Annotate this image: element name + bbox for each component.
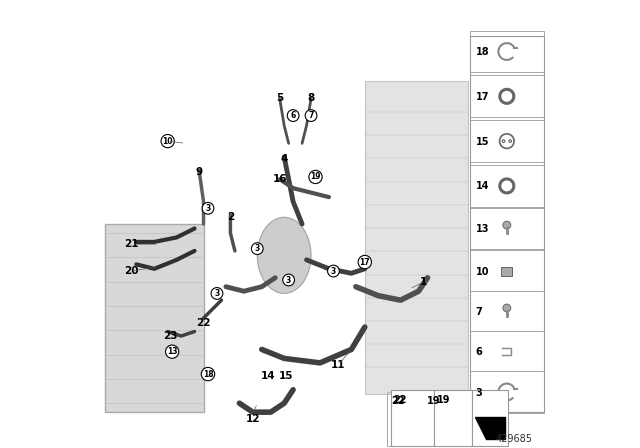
Bar <box>470 76 544 117</box>
Text: 20: 20 <box>125 266 139 276</box>
Text: 5: 5 <box>276 93 284 103</box>
Text: 13: 13 <box>476 224 489 234</box>
Text: 18: 18 <box>203 370 213 379</box>
Text: 7: 7 <box>476 307 482 317</box>
Text: 16: 16 <box>273 174 287 184</box>
Bar <box>472 390 508 446</box>
Text: 8: 8 <box>307 93 315 103</box>
Text: 21: 21 <box>125 239 139 249</box>
Text: 17: 17 <box>360 258 370 267</box>
Text: 13: 13 <box>167 347 177 356</box>
Text: 22: 22 <box>391 396 404 405</box>
Bar <box>391 390 435 446</box>
Text: 3: 3 <box>476 388 482 397</box>
Text: 3: 3 <box>214 289 220 298</box>
Text: 10: 10 <box>476 267 489 276</box>
Bar <box>470 121 544 162</box>
Text: 3: 3 <box>286 276 291 284</box>
Text: 3: 3 <box>255 244 260 253</box>
Text: 429685: 429685 <box>496 434 533 444</box>
Bar <box>501 267 513 276</box>
Text: 3: 3 <box>205 204 211 213</box>
Text: 9: 9 <box>195 168 203 177</box>
Bar <box>470 371 544 413</box>
Text: 6: 6 <box>476 347 482 357</box>
Text: 12: 12 <box>246 414 260 424</box>
Bar <box>470 331 544 373</box>
Circle shape <box>503 304 511 312</box>
Text: 17: 17 <box>476 92 489 102</box>
Text: 3: 3 <box>331 267 336 276</box>
Bar <box>470 36 544 412</box>
Bar <box>387 392 428 446</box>
Ellipse shape <box>257 217 311 293</box>
Circle shape <box>503 221 511 229</box>
Text: 19: 19 <box>427 396 440 405</box>
Text: 15: 15 <box>476 137 489 146</box>
Bar <box>470 208 544 249</box>
Text: 14: 14 <box>261 371 276 381</box>
Bar <box>459 392 499 446</box>
Text: 15: 15 <box>279 371 294 381</box>
Text: 19: 19 <box>436 395 450 405</box>
Text: 22: 22 <box>393 395 406 405</box>
Text: 18: 18 <box>476 47 489 57</box>
Text: 4: 4 <box>280 154 288 164</box>
Text: 19: 19 <box>310 172 321 181</box>
FancyBboxPatch shape <box>105 224 204 412</box>
Text: 11: 11 <box>331 360 345 370</box>
Polygon shape <box>475 417 504 439</box>
Bar <box>470 30 544 72</box>
Polygon shape <box>365 81 468 394</box>
Text: 6: 6 <box>291 111 296 120</box>
Bar <box>470 250 544 292</box>
Text: 23: 23 <box>163 331 177 341</box>
Bar <box>423 392 463 446</box>
Bar <box>470 165 544 207</box>
Bar <box>435 390 472 446</box>
Bar <box>470 291 544 332</box>
Text: 22: 22 <box>196 319 211 328</box>
Text: 10: 10 <box>163 137 173 146</box>
Text: 1: 1 <box>419 277 427 287</box>
Text: 2: 2 <box>227 212 234 222</box>
Text: 7: 7 <box>308 111 314 120</box>
Text: 14: 14 <box>476 181 489 191</box>
